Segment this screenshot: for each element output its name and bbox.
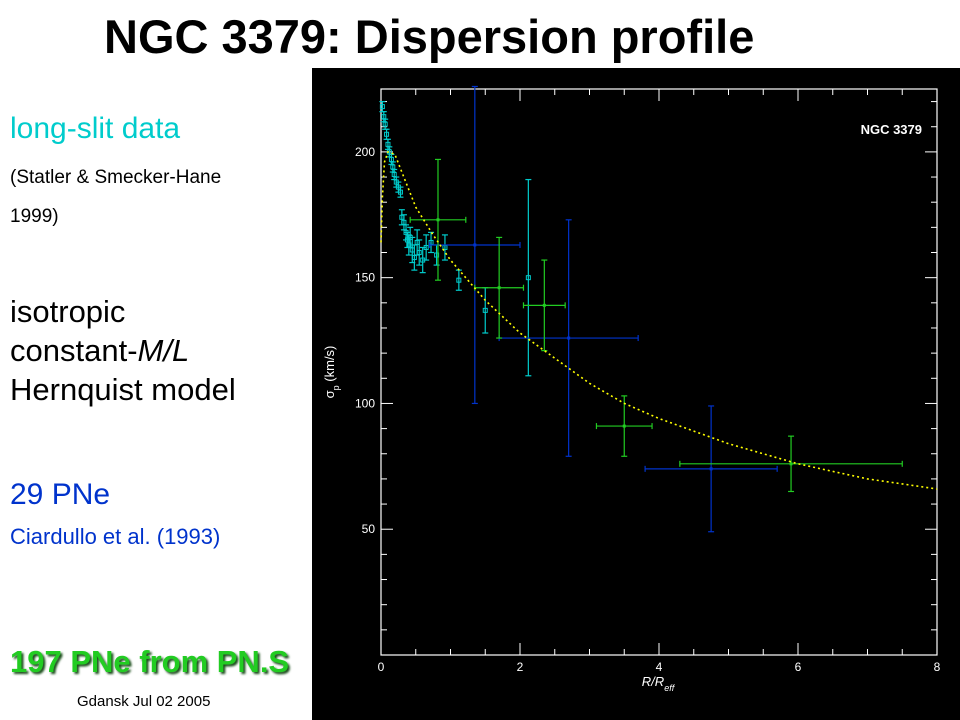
data-point bbox=[379, 104, 385, 110]
model-line2-prefix: constant- bbox=[10, 333, 138, 368]
axis-ticks: 0 2 4 6 8 50 100 150 200 bbox=[355, 89, 941, 674]
model-curve bbox=[380, 150, 938, 490]
model-line2-ml: M/L bbox=[137, 333, 190, 368]
data-point bbox=[567, 336, 571, 340]
series-group bbox=[380, 150, 938, 490]
y-tick-label: 200 bbox=[355, 145, 375, 159]
x-tick-label: 8 bbox=[934, 660, 941, 674]
data-point bbox=[416, 250, 422, 256]
model-line2: constant-M/L bbox=[10, 331, 236, 370]
data-point bbox=[709, 467, 713, 471]
data-point bbox=[382, 121, 388, 127]
y-tick-label: 150 bbox=[355, 271, 375, 285]
data-series bbox=[379, 85, 938, 533]
data-point bbox=[456, 277, 462, 283]
x-tick-label: 2 bbox=[517, 660, 524, 674]
slide-title: NGC 3379: Dispersion profile bbox=[104, 10, 755, 63]
data-point bbox=[397, 189, 403, 195]
data-point bbox=[434, 252, 440, 258]
model-line3: Hernquist model bbox=[10, 372, 236, 407]
x-tick-label: 4 bbox=[656, 660, 663, 674]
data-point bbox=[404, 237, 410, 243]
footer-date: Gdansk Jul 02 2005 bbox=[77, 693, 211, 710]
longslit-label: long-slit data bbox=[10, 112, 181, 145]
plot-background bbox=[312, 68, 960, 720]
data-point bbox=[542, 303, 546, 307]
longslit-citation-line1: (Statler & Smecker-Hane bbox=[10, 167, 222, 188]
data-point bbox=[473, 243, 477, 247]
data-point bbox=[497, 286, 501, 290]
model-line1: isotropic bbox=[10, 294, 126, 329]
series-group bbox=[379, 100, 532, 377]
longslit-citation-line2: 1999) bbox=[10, 206, 59, 227]
data-point bbox=[436, 218, 440, 222]
data-point bbox=[525, 275, 531, 281]
data-point bbox=[423, 244, 429, 250]
series-group bbox=[429, 85, 778, 533]
pne-citation: Ciardullo et al. (1993) bbox=[10, 524, 221, 549]
data-point bbox=[622, 424, 626, 428]
series-group bbox=[409, 158, 903, 493]
pns-label: 197 PNe from PN.S bbox=[10, 644, 290, 679]
data-point bbox=[482, 307, 488, 313]
data-point bbox=[384, 131, 390, 137]
chart-annotation: NGC 3379 bbox=[861, 122, 922, 137]
x-tick-label: 0 bbox=[378, 660, 385, 674]
model-description: isotropic constant-M/L Hernquist model bbox=[10, 292, 236, 409]
data-point bbox=[789, 462, 793, 466]
x-tick-label: 6 bbox=[795, 660, 802, 674]
y-tick-label: 100 bbox=[355, 396, 375, 410]
y-tick-label: 50 bbox=[362, 522, 376, 536]
y-axis-label: σp (km/s) bbox=[322, 346, 341, 399]
pne-label: 29 PNe bbox=[10, 478, 111, 511]
